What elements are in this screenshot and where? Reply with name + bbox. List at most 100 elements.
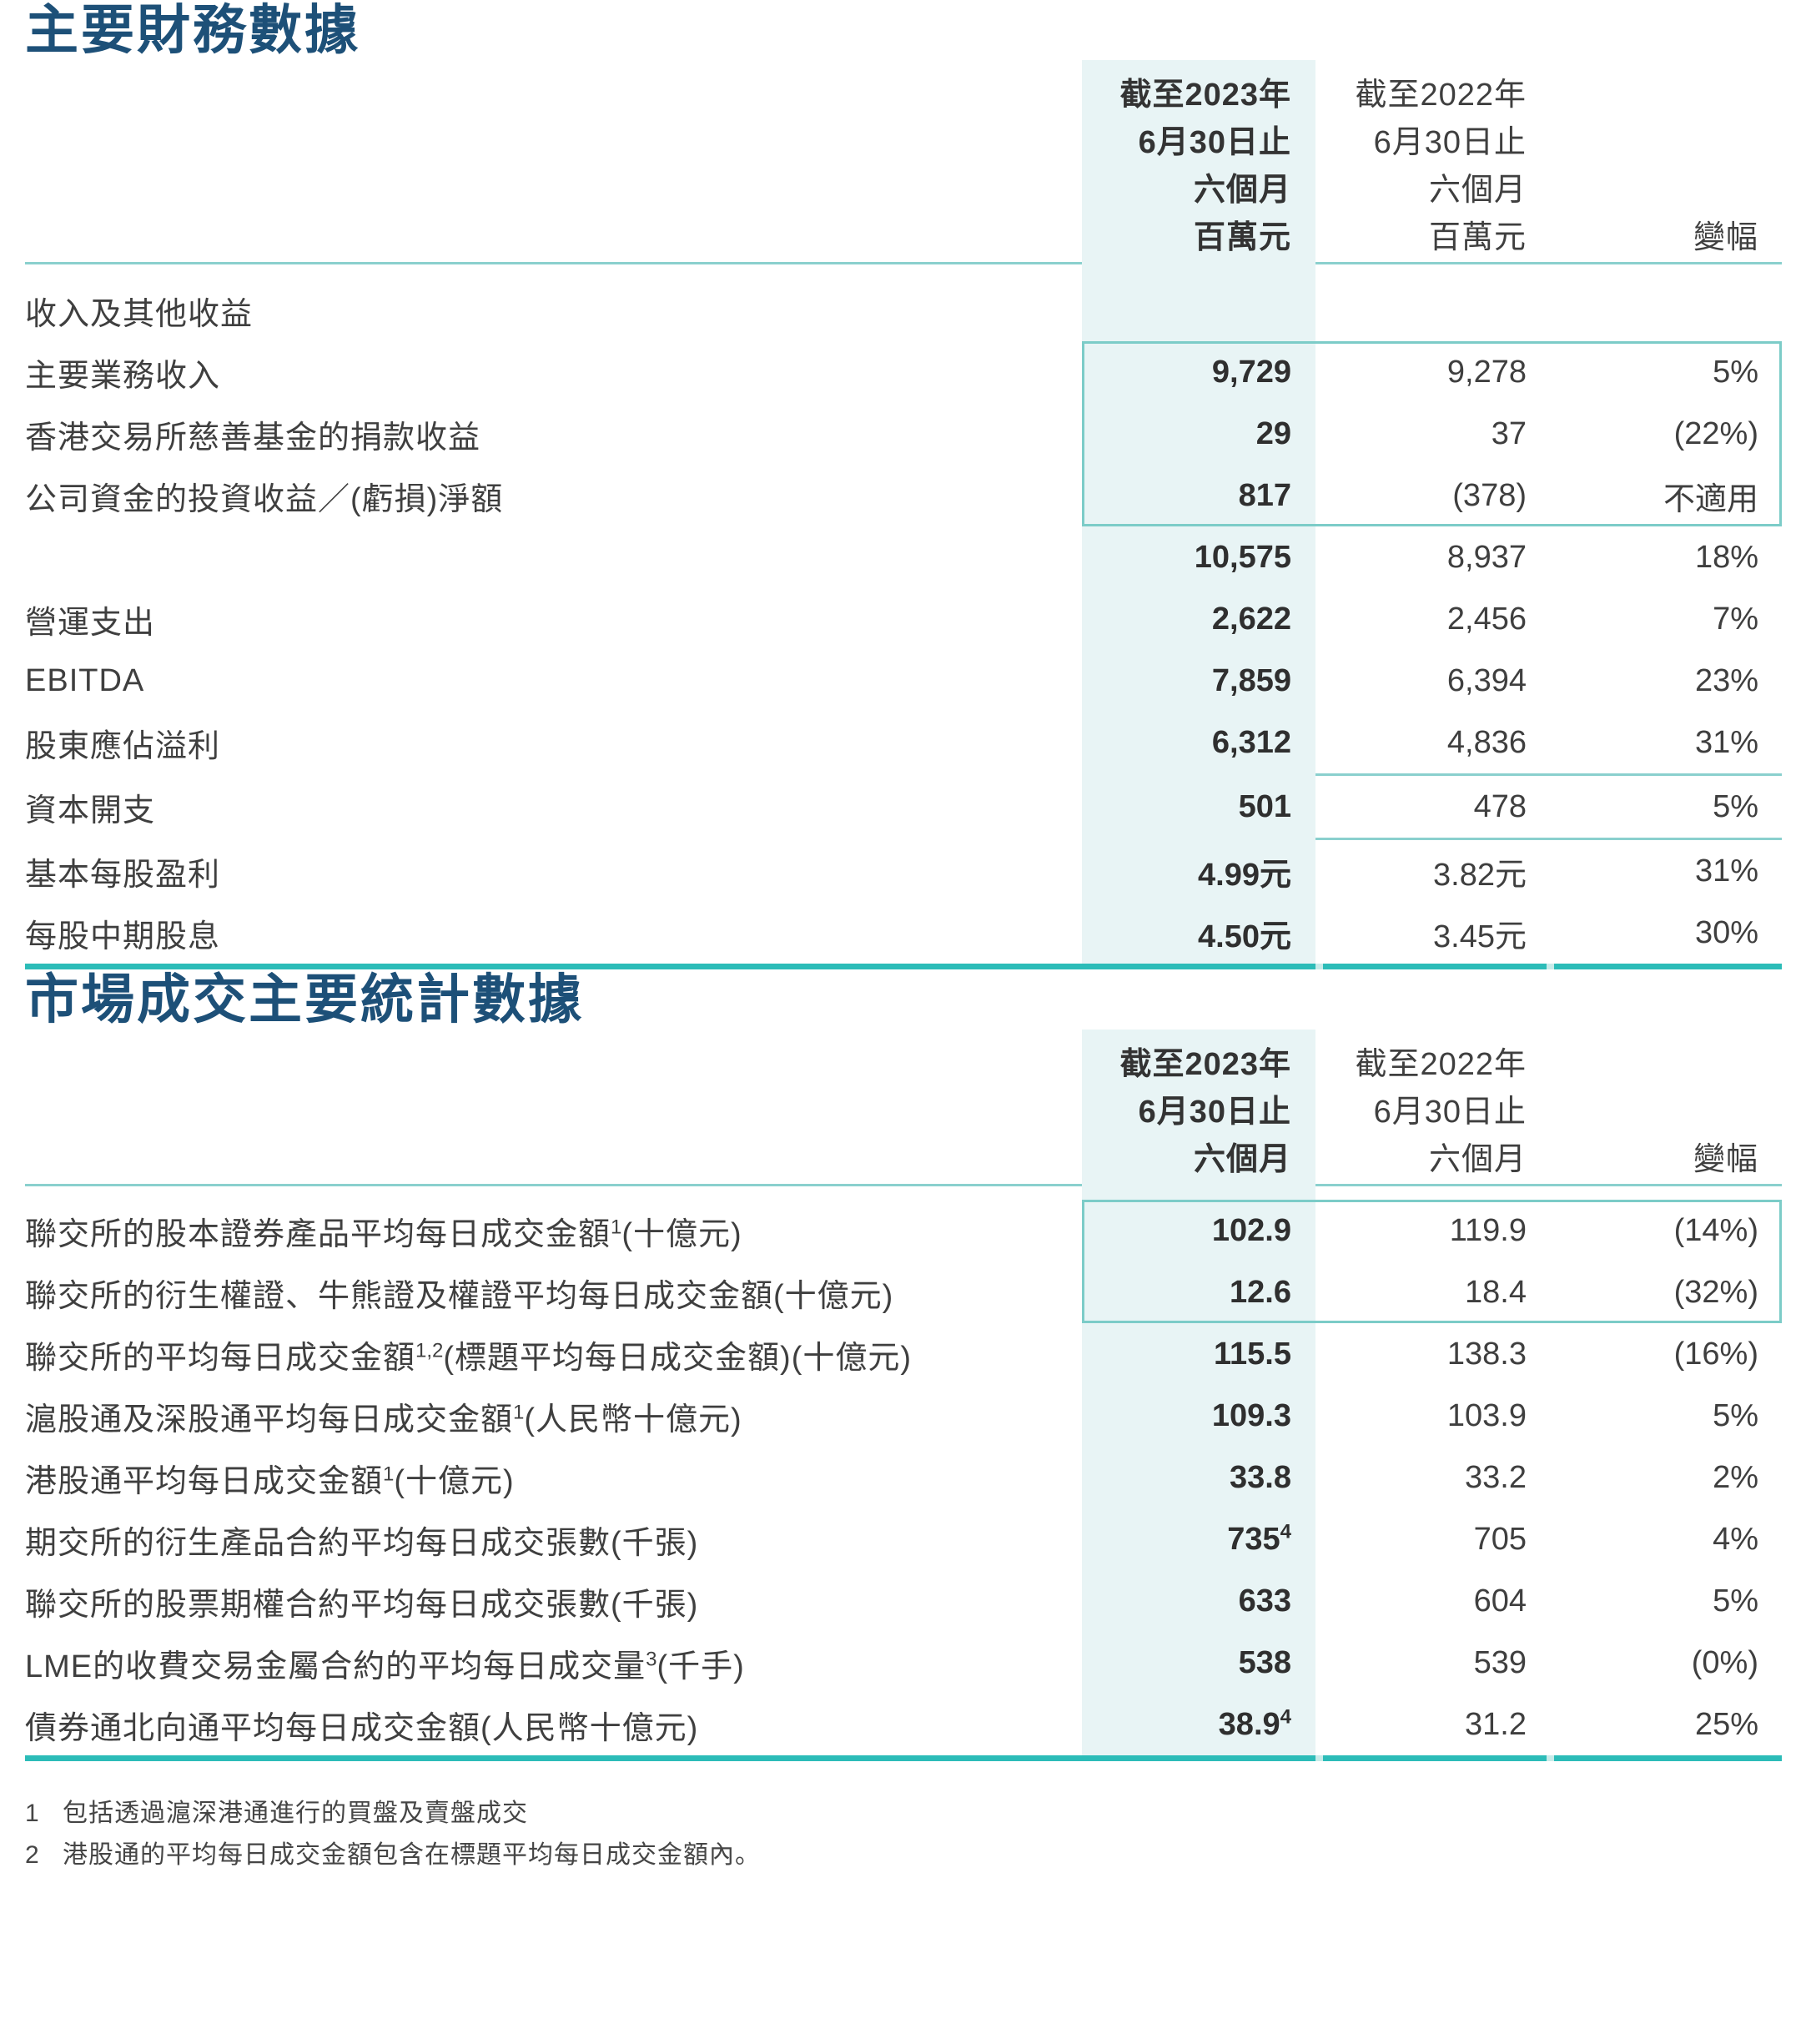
row-label: 基本每股盈利 (25, 857, 221, 893)
value-2023: 7354 (1227, 1519, 1291, 1557)
table-row: 資本開支 501 478 5% (25, 776, 1782, 838)
change-value: 31% (1694, 724, 1758, 760)
change-value: 5% (1713, 1397, 1758, 1433)
change-value: 4% (1713, 1521, 1758, 1557)
section-rule (1082, 838, 1782, 840)
highlight-column-2023 (1082, 60, 1315, 964)
value-2023: 817 (1238, 477, 1291, 513)
row-label: 聯交所的股票期權合約平均每日成交張數(千張) (25, 1587, 699, 1623)
row-label: 債券通北向通平均每日成交金額(人民幣十億元) (25, 1710, 699, 1746)
change-value: 5% (1713, 1583, 1758, 1619)
value-2023: 10,575 (1194, 539, 1291, 575)
table1-header: 截至2023年 6月30日止 六個月 百萬元 截至2022年 6月30日止 六個… (25, 60, 1782, 262)
value-2023: 4.99元 (1198, 857, 1291, 893)
value-2022: 604 (1473, 1583, 1527, 1619)
row-label: 主要業務收入 (25, 358, 221, 394)
header-2023: 截至2023年 6月30日止 六個月 百萬元 (1119, 78, 1291, 255)
value-2022: 539 (1473, 1644, 1527, 1680)
value-2022: 103.9 (1446, 1397, 1527, 1433)
value-2023: 7,859 (1211, 662, 1291, 698)
change-value: (14%) (1673, 1212, 1758, 1248)
table-row: 聯交所的股票期權合約平均每日成交張數(千張) 633 604 5% (25, 1570, 1782, 1632)
header-2023: 截至2023年 6月30日止 六個月 (1119, 1047, 1291, 1177)
table1-bottom-rule (25, 964, 1782, 969)
value-2022: 33.2 (1465, 1459, 1527, 1495)
value-2023: 538 (1238, 1644, 1291, 1680)
table2-bottom-rule (25, 1755, 1782, 1761)
value-2023: 33.8 (1230, 1459, 1291, 1495)
value-2022: 31.2 (1465, 1706, 1527, 1742)
row-label: 港股通平均每日成交金額1(十億元) (25, 1462, 515, 1499)
change-value: 2% (1713, 1459, 1758, 1495)
row-label: EBITDA (25, 662, 145, 698)
table-row: 期交所的衍生產品合約平均每日成交張數(千張) 7354 705 4% (25, 1508, 1782, 1570)
value-2022: 9,278 (1446, 354, 1527, 390)
change-value: (22%) (1673, 415, 1758, 451)
row-label: 聯交所的股本證券產品平均每日成交金額1(十億元) (25, 1215, 742, 1252)
subtotal-row: 10,575 8,937 18% (25, 526, 1782, 588)
table-row: LME的收費交易金屬合約的平均每日成交量3(千手) 538 539 (0%) (25, 1632, 1782, 1694)
value-2023: 115.5 (1214, 1336, 1291, 1372)
table-row: 香港交易所慈善基金的捐款收益 29 37 (22%) (25, 403, 1782, 465)
header-change: 變幅 (1693, 1142, 1758, 1177)
change-value: 31% (1694, 853, 1758, 889)
row-label: 聯交所的衍生權證、牛熊證及權證平均每日成交金額(十億元) (25, 1278, 894, 1314)
page-content: 主要財務數據 截至2023年 6月30日止 六個月 百萬元 截至2022年 6月… (25, 0, 1782, 1876)
footnote-number: 2 (25, 1841, 39, 1869)
footnote-number: 1 (25, 1800, 39, 1827)
table-row: 基本每股盈利 4.99元 3.82元 31% (25, 840, 1782, 902)
table-row: 營運支出 2,622 2,456 7% (25, 588, 1782, 650)
value-2022: 6,394 (1446, 662, 1527, 698)
change-value: 30% (1694, 914, 1758, 950)
table-row: 滬股通及深股通平均每日成交金額1(人民幣十億元) 109.3 103.9 5% (25, 1385, 1782, 1447)
value-2022: 18.4 (1465, 1274, 1527, 1310)
row-label: 公司資金的投資收益／(虧損)淨額 (25, 481, 504, 517)
header-rule (25, 262, 1782, 264)
footnote: 1 包括透過滬深港通進行的買盤及賣盤成交 (25, 1793, 1782, 1835)
value-2022: 478 (1473, 788, 1527, 824)
table-row: 股東應佔溢利 6,312 4,836 31% (25, 712, 1782, 773)
table2-header: 截至2023年 6月30日止 六個月 截至2022年 6月30日止 六個月 變幅 (25, 1030, 1782, 1184)
header-change: 變幅 (1693, 220, 1758, 255)
table-row: EBITDA 7,859 6,394 23% (25, 650, 1782, 712)
group-label: 收入及其他收益 (25, 296, 254, 332)
change-value: 5% (1713, 354, 1758, 390)
table-row: 聯交所的衍生權證、牛熊證及權證平均每日成交金額(十億元) 12.6 18.4 (… (25, 1261, 1782, 1323)
value-2023: 633 (1238, 1583, 1291, 1619)
value-2022: 3.45元 (1433, 919, 1527, 954)
row-label: 營運支出 (25, 605, 156, 641)
change-value: 7% (1713, 601, 1758, 637)
change-value: 25% (1694, 1706, 1758, 1742)
change-value: 不適用 (1663, 481, 1758, 517)
header-2022: 截至2022年 6月30日止 六個月 百萬元 (1355, 78, 1527, 255)
change-value: (16%) (1673, 1336, 1758, 1372)
value-2022: 37 (1491, 415, 1527, 451)
value-2023: 102.9 (1211, 1212, 1291, 1248)
value-2022: 138.3 (1446, 1336, 1527, 1372)
table-row: 每股中期股息 4.50元 3.45元 30% (25, 902, 1782, 964)
market-stats-table: 截至2023年 6月30日止 六個月 截至2022年 6月30日止 六個月 變幅… (25, 1030, 1782, 1755)
group-row: 收入及其他收益 (25, 279, 1782, 341)
section-rule (1082, 773, 1782, 776)
value-2022: 3.82元 (1433, 857, 1527, 893)
header-rule (25, 1184, 1782, 1186)
change-value: 5% (1713, 788, 1758, 824)
row-label: 期交所的衍生產品合約平均每日成交張數(千張) (25, 1525, 699, 1561)
value-2023: 12.6 (1230, 1274, 1291, 1310)
value-2023: 9,729 (1211, 354, 1291, 390)
table-row: 主要業務收入 9,729 9,278 5% (25, 341, 1782, 403)
header-spacer (25, 1041, 1081, 1184)
header-2022: 截至2022年 6月30日止 六個月 (1355, 1047, 1527, 1177)
change-value: (32%) (1673, 1274, 1758, 1310)
footnote: 2 港股通的平均每日成交金額包含在標題平均每日成交金額內。 (25, 1835, 1782, 1876)
footnotes: 1 包括透過滬深港通進行的買盤及賣盤成交 2 港股通的平均每日成交金額包含在標題… (25, 1793, 1782, 1876)
section2-title: 市場成交主要統計數據 (25, 969, 584, 1030)
table-row: 公司資金的投資收益／(虧損)淨額 817 (378) 不適用 (25, 465, 1782, 526)
value-2022: (378) (1452, 477, 1527, 513)
value-2023: 4.50元 (1198, 919, 1291, 954)
table-row: 債券通北向通平均每日成交金額(人民幣十億元) 38.94 31.2 25% (25, 1694, 1782, 1755)
financial-data-table: 截至2023年 6月30日止 六個月 百萬元 截至2022年 6月30日止 六個… (25, 60, 1782, 964)
value-2023: 29 (1255, 415, 1291, 451)
change-value: 23% (1694, 662, 1758, 698)
